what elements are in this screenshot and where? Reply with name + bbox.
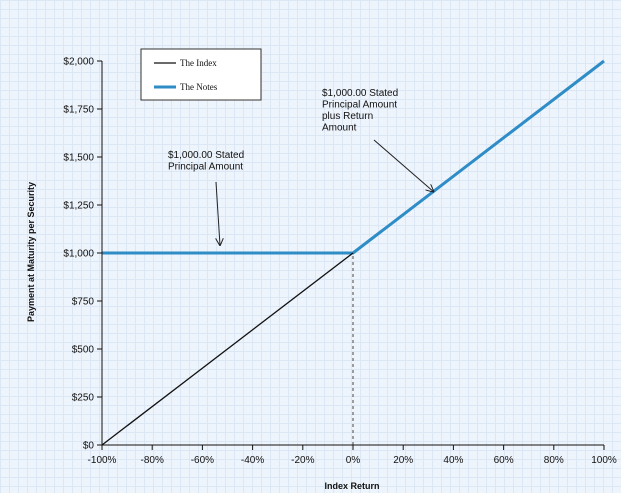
- annotation-layer: $1,000.00 Stated Principal Amount$1,000.0…: [168, 88, 433, 245]
- x-tick-label: 60%: [494, 455, 514, 466]
- annotation-line: plus Return: [322, 111, 373, 122]
- x-tick-label: -80%: [141, 455, 164, 466]
- tick-layer: $0 $250 $500 $750 $1,000 $1,250 $1,500 $1,750 $2…: [63, 57, 616, 467]
- x-tick-label: -60%: [191, 455, 214, 466]
- y-tick-label: $0: [83, 441, 95, 452]
- y-axis-title: Payment at Maturity per Security: [26, 182, 36, 322]
- annotation-line: $1,000.00 Stated: [322, 88, 398, 99]
- annotation-line: Amount: [322, 123, 357, 134]
- x-tick-label: 20%: [393, 455, 413, 466]
- x-tick-label: 80%: [544, 455, 564, 466]
- annotation-line: Principal Amount: [322, 100, 397, 111]
- annotation-arrow-1: [215, 181, 220, 245]
- x-tick-label: -20%: [291, 455, 314, 466]
- legend-label-index: The Index: [180, 58, 217, 68]
- x-axis-title: Index Return: [324, 481, 379, 491]
- y-tick-label: $1,250: [63, 201, 94, 212]
- legend-box: [140, 48, 262, 101]
- y-tick-label: $750: [72, 297, 95, 308]
- legend-label-notes: The Notes: [180, 82, 218, 92]
- annotation-arrow-2: [373, 139, 433, 192]
- series-layer: [101, 59, 605, 446]
- x-tick-label: 0%: [346, 455, 361, 466]
- annotation-text-2: $1,000.00 Stated Principal Amount plus Ret…: [322, 88, 398, 134]
- series-line-the-index: [101, 252, 354, 446]
- x-tick-label: -40%: [241, 455, 264, 466]
- x-tick-label: -100%: [88, 455, 117, 466]
- annotation-text-1: $1,000.00 Stated Principal Amount: [168, 150, 244, 173]
- annotation-line: $1,000.00 Stated: [168, 150, 244, 161]
- y-tick-label: $2,000: [63, 57, 94, 68]
- legend: The Index The Notes: [140, 48, 262, 101]
- y-tick-label: $250: [72, 393, 95, 404]
- y-tick-label: $1,000: [63, 249, 94, 260]
- y-tick-label: $1,500: [63, 153, 94, 164]
- y-tick-label: $1,750: [63, 105, 94, 116]
- x-tick-label: 100%: [591, 455, 617, 466]
- x-tick-label: 40%: [443, 455, 463, 466]
- y-tick-label: $500: [72, 345, 95, 356]
- annotation-line: Principal Amount: [168, 162, 243, 173]
